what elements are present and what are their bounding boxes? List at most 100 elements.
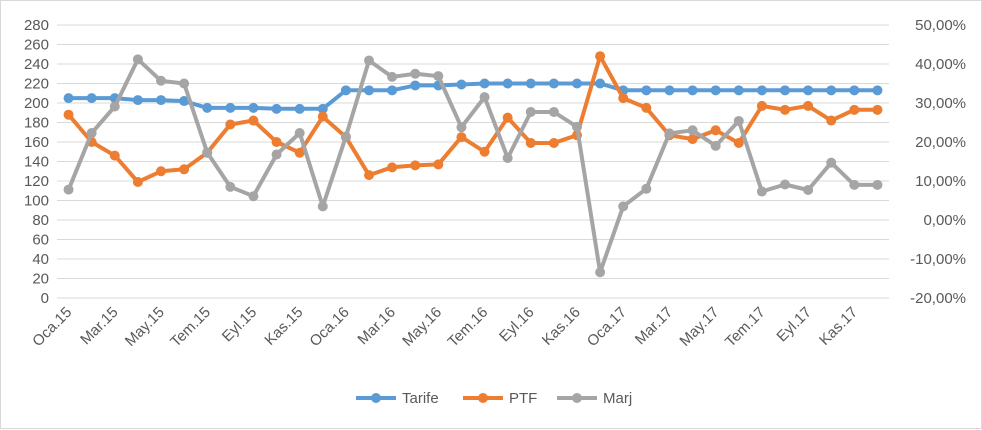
series-layer (63, 51, 883, 278)
left-tick-label: 220 (24, 76, 49, 93)
data-point (63, 109, 74, 120)
data-point (364, 55, 374, 66)
x-tick-label: May.15 (122, 304, 168, 350)
series-line (66, 57, 878, 275)
data-point (317, 103, 328, 114)
data-point (179, 96, 190, 107)
data-point (248, 191, 259, 202)
x-tick-label: Eyl.16 (496, 304, 538, 346)
data-point (641, 183, 652, 194)
data-point (687, 125, 698, 136)
left-tick-label: 200 (24, 95, 49, 112)
data-point (641, 102, 652, 113)
legend-entry-marj: Marj (557, 390, 632, 407)
left-tick-label: 100 (24, 193, 49, 210)
gridlines (57, 24, 889, 299)
x-tick-label: Eyl.17 (773, 304, 815, 346)
data-point (340, 85, 351, 96)
data-point (340, 131, 351, 142)
data-point (132, 176, 143, 187)
series-marj (63, 54, 883, 278)
data-point (780, 104, 790, 115)
data-point (156, 166, 166, 177)
data-point (733, 137, 744, 148)
right-tick-label: 0,00% (923, 212, 966, 229)
x-tick-label: Oca.16 (306, 304, 352, 350)
left-tick-label: 260 (24, 37, 49, 54)
data-point (248, 102, 259, 113)
data-point (479, 92, 490, 103)
data-point (803, 85, 814, 96)
right-tick-label: 50,00% (915, 17, 966, 34)
x-axis-ticks: Oca.15 Mar.15 May.15 Tem.15 Eyl.15 Kas.15 Oca.… (29, 304, 861, 351)
x-tick-label: Kas.16 (539, 304, 584, 349)
data-point (710, 140, 721, 151)
data-point (225, 119, 236, 130)
data-point (387, 71, 398, 82)
x-tick-label: May.17 (676, 304, 722, 350)
x-tick-label: Mar.15 (77, 304, 121, 348)
x-tick-label: Kas.17 (816, 304, 861, 349)
data-point (109, 150, 120, 161)
data-point (202, 102, 213, 113)
data-point (456, 122, 467, 133)
left-axis-ticks: 0 20 40 60 80 100 120 140 160 180 200 220 240 260 280 (24, 17, 49, 307)
data-point (364, 170, 374, 181)
left-tick-label: 280 (24, 17, 49, 34)
data-point (456, 79, 467, 90)
data-point (872, 104, 883, 115)
data-point (525, 106, 536, 117)
series-line (67, 54, 878, 184)
data-point (780, 85, 790, 96)
data-point (548, 78, 559, 89)
data-point (248, 115, 259, 126)
data-point (132, 54, 143, 65)
x-tick-label: Tem.16 (445, 304, 492, 351)
series-tarife (63, 78, 883, 114)
data-point (548, 106, 559, 117)
data-point (525, 137, 536, 148)
x-tick-label: Tem.15 (167, 304, 214, 351)
data-point (849, 85, 860, 96)
data-point (456, 132, 467, 143)
data-point (156, 95, 166, 106)
data-point (225, 102, 236, 113)
data-point (109, 101, 120, 112)
data-point (271, 103, 282, 114)
data-point (502, 152, 513, 163)
left-tick-label: 40 (32, 251, 49, 268)
data-point (618, 201, 629, 212)
data-point (202, 147, 213, 158)
data-point (756, 100, 767, 111)
data-point (826, 115, 837, 126)
left-tick-label: 60 (32, 232, 49, 249)
left-tick-label: 240 (24, 56, 49, 73)
data-point (572, 121, 582, 132)
legend-label: Marj (603, 390, 632, 407)
data-point (872, 85, 883, 96)
legend-label: PTF (509, 390, 537, 407)
x-tick-label: May.16 (399, 304, 445, 350)
x-tick-label: Oca.17 (584, 304, 630, 350)
legend-marker (371, 393, 381, 403)
data-point (687, 134, 698, 145)
data-point (86, 93, 97, 104)
data-point (687, 85, 698, 96)
data-point (872, 179, 883, 190)
data-point (826, 157, 837, 168)
data-point (618, 93, 629, 104)
data-point (271, 137, 282, 147)
data-point (803, 100, 814, 111)
right-tick-label: 40,00% (915, 56, 966, 73)
data-point (433, 159, 444, 170)
legend-marker (478, 393, 488, 403)
data-point (502, 78, 513, 89)
data-point (156, 75, 166, 86)
data-point (294, 128, 305, 139)
data-point (63, 184, 74, 195)
left-tick-label: 140 (24, 154, 49, 171)
data-point (572, 78, 582, 89)
data-point (595, 51, 606, 62)
data-point (132, 95, 143, 106)
left-tick-label: 120 (24, 173, 49, 190)
